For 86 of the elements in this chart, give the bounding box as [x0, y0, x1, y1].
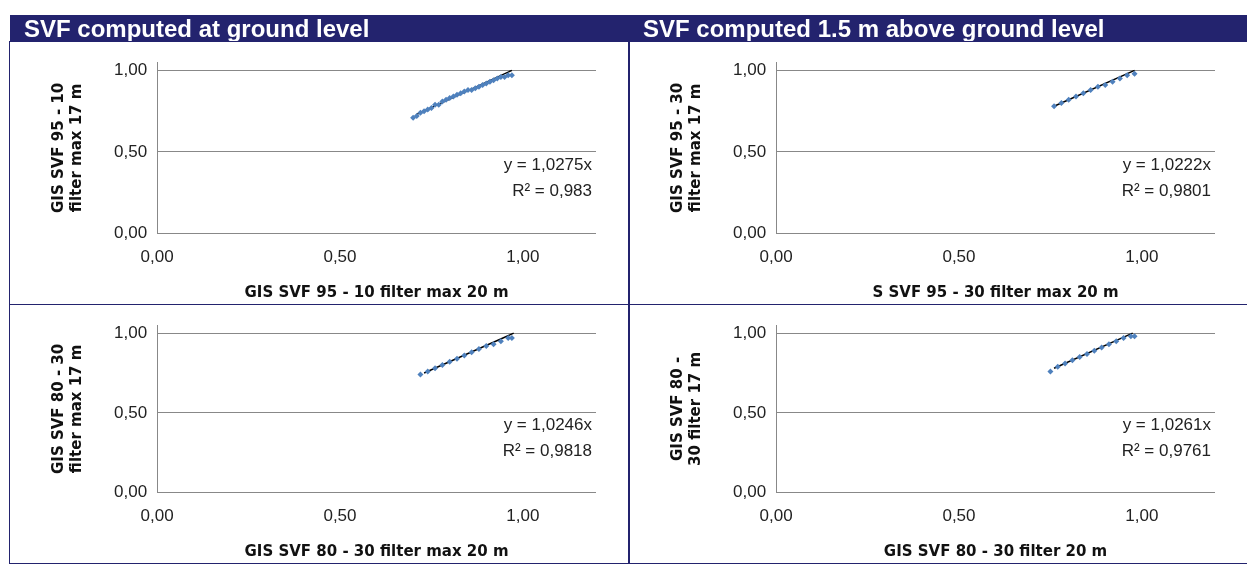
- point: [446, 358, 453, 365]
- annotation: y = 1,0275x: [503, 154, 593, 174]
- point: [1098, 344, 1105, 351]
- point: [425, 368, 431, 375]
- point: [1084, 350, 1091, 357]
- y-tick-label: 0,00: [733, 223, 767, 243]
- y-tick-label: 0,50: [114, 141, 148, 161]
- y-tick-label: 0,00: [114, 482, 148, 502]
- chart-title: SVF computed 1.5 m above ground level: [629, 15, 1247, 42]
- point: [432, 365, 439, 371]
- x-tick-label: 0,50: [323, 506, 357, 526]
- point: [494, 75, 501, 82]
- point: [1102, 82, 1109, 89]
- point: [1047, 368, 1054, 375]
- point: [509, 72, 516, 79]
- point: [1051, 103, 1058, 110]
- x-axis-title: GIS SVF 80 - 30 filter 20 m: [884, 541, 1108, 560]
- point: [490, 341, 497, 348]
- x-axis-title: S SVF 95 - 30 filter max 20 m: [872, 283, 1119, 302]
- point: [498, 337, 505, 344]
- point: [1124, 72, 1131, 79]
- annotation: R² = 0,9818: [502, 441, 593, 461]
- point: [1131, 70, 1138, 77]
- y-axis-title: GIS SVF 95 - 10 filter max 17 m: [49, 83, 86, 214]
- x-tick-label: 0,50: [942, 506, 976, 526]
- annotation: y = 1,0222x: [1122, 154, 1212, 174]
- chart-title: SVF computed at ground level: [10, 15, 629, 42]
- x-tick-label: 0,50: [942, 247, 976, 267]
- point: [417, 371, 424, 378]
- point: [1054, 363, 1061, 370]
- point: [483, 80, 490, 87]
- point: [1095, 83, 1102, 90]
- y-tick-label: 0,50: [114, 402, 148, 422]
- y-axis-title: GIS SVF 95 - 30 filter max 17 m: [668, 83, 705, 214]
- x-tick-label: 0,50: [323, 247, 357, 267]
- y-tick-label: 1,00: [114, 322, 148, 342]
- point: [450, 93, 457, 100]
- x-tick-label: 1,00: [1125, 247, 1159, 267]
- y-tick-label: 1,00: [733, 322, 767, 342]
- point: [1117, 75, 1124, 82]
- x-tick-label: 0,00: [140, 247, 174, 267]
- point: [1076, 353, 1083, 360]
- point: [1113, 337, 1120, 344]
- point: [468, 349, 475, 356]
- point: [421, 108, 428, 115]
- x-axis-title: GIS SVF 95 - 10 filter max 20 m: [244, 283, 509, 302]
- point: [1087, 87, 1094, 94]
- y-tick-label: 0,50: [733, 141, 767, 161]
- x-tick-label: 0,00: [140, 506, 174, 526]
- point: [461, 352, 468, 359]
- x-tick-label: 1,00: [1125, 506, 1159, 526]
- point: [1109, 79, 1116, 86]
- x-axis-title: GIS SVF 80 - 30 filter max 20 m: [244, 541, 509, 560]
- annotation: y = 1,0261x: [1122, 415, 1212, 435]
- point: [1120, 334, 1127, 341]
- point: [1065, 97, 1072, 103]
- point: [1091, 347, 1098, 354]
- x-tick-label: 1,00: [506, 247, 540, 267]
- y-tick-label: 0,50: [733, 402, 767, 422]
- x-tick-label: 0,00: [759, 506, 793, 526]
- point: [1069, 357, 1076, 364]
- point: [476, 345, 483, 352]
- annotation: y = 1,0246x: [503, 415, 593, 435]
- point: [454, 355, 461, 362]
- y-tick-label: 1,00: [733, 60, 767, 80]
- x-tick-label: 0,00: [759, 247, 793, 267]
- y-axis-title: GIS SVF 80 - 30 filter max 17 m: [49, 343, 86, 474]
- y-axis-title: GIS SVF 80 - 30 filter 17 m: [668, 351, 705, 466]
- annotation: R² = 0,9761: [1121, 441, 1212, 461]
- point: [1062, 360, 1069, 367]
- point: [1106, 341, 1113, 348]
- point: [439, 361, 446, 368]
- point: [428, 105, 435, 112]
- y-tick-label: 1,00: [114, 60, 148, 80]
- point: [1080, 90, 1087, 97]
- point: [472, 85, 479, 92]
- annotation: R² = 0,9801: [1121, 180, 1212, 200]
- point: [461, 88, 468, 95]
- point: [1058, 100, 1065, 107]
- point: [1073, 93, 1080, 100]
- point: [509, 334, 516, 341]
- y-tick-label: 0,00: [114, 223, 148, 243]
- y-tick-label: 0,00: [733, 482, 767, 502]
- annotation: R² = 0,983: [512, 180, 593, 200]
- point: [483, 342, 490, 349]
- x-tick-label: 1,00: [506, 506, 540, 526]
